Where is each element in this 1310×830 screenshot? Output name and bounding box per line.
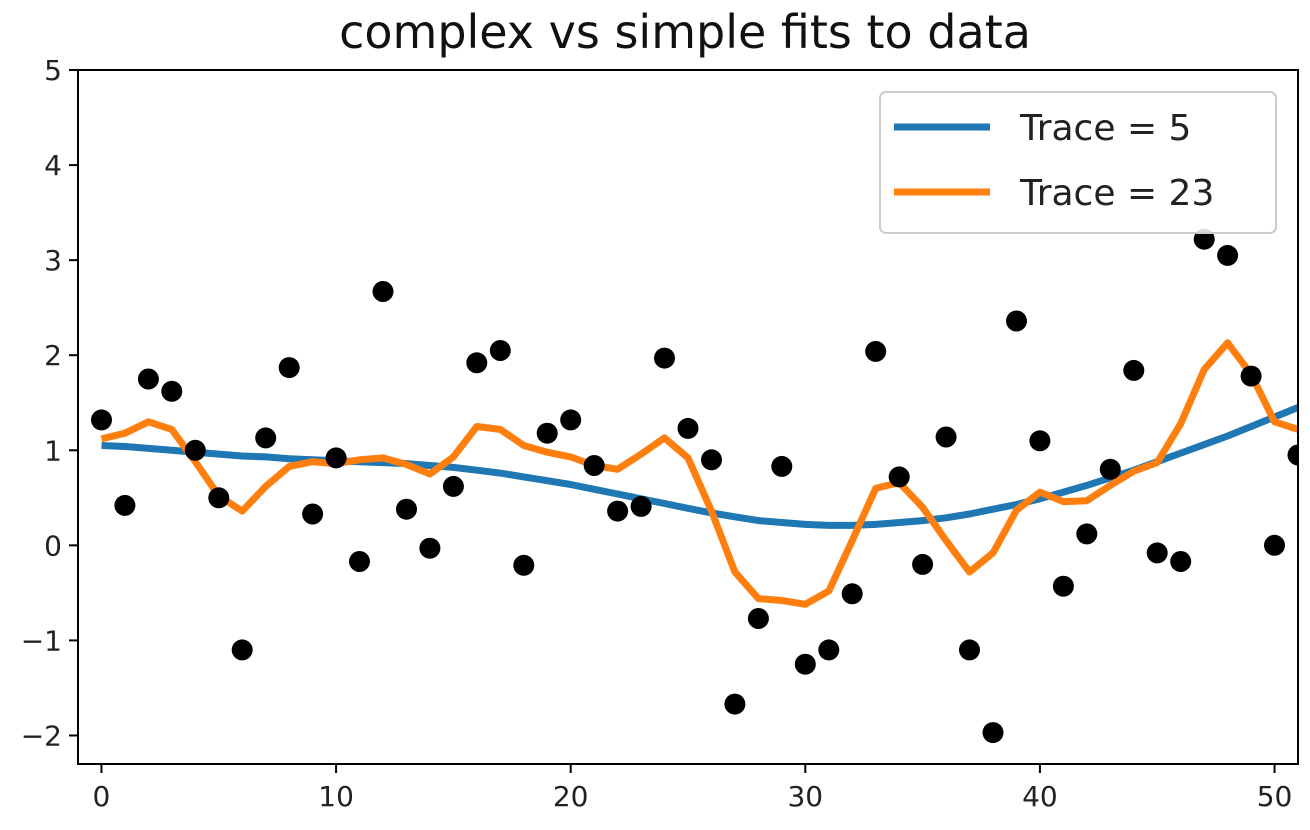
data-point bbox=[372, 281, 394, 302]
x-tick-label: 0 bbox=[93, 780, 111, 813]
y-tick-label: 4 bbox=[44, 149, 62, 182]
data-point bbox=[137, 368, 159, 390]
data-point bbox=[1123, 359, 1145, 381]
data-point bbox=[325, 447, 347, 469]
data-point bbox=[560, 409, 582, 431]
data-point bbox=[724, 693, 746, 715]
data-point bbox=[1170, 551, 1192, 572]
chart-title: complex vs simple fits to data bbox=[339, 5, 1031, 59]
data-point bbox=[959, 639, 980, 661]
data-point bbox=[771, 455, 793, 477]
x-tick-label: 10 bbox=[318, 780, 354, 813]
data-point bbox=[701, 449, 722, 471]
y-tick-label: 3 bbox=[44, 244, 62, 277]
x-tick-label: 50 bbox=[1257, 780, 1293, 813]
y-tick-label: −2 bbox=[21, 719, 62, 752]
series-line-trace5 bbox=[101, 404, 1298, 529]
legend-label-trace23: Trace = 23 bbox=[1019, 173, 1214, 214]
data-point bbox=[184, 439, 206, 461]
data-point bbox=[677, 417, 699, 439]
data-point bbox=[1006, 310, 1027, 332]
x-tick-label: 30 bbox=[787, 780, 823, 813]
data-point bbox=[1076, 523, 1098, 545]
data-point bbox=[231, 639, 253, 661]
legend: Trace = 5 Trace = 23 bbox=[879, 91, 1277, 234]
scatter-points bbox=[91, 228, 1298, 744]
series-line-trace23 bbox=[100, 339, 1298, 608]
x-tick-label: 40 bbox=[1022, 780, 1058, 813]
y-tick-label: 1 bbox=[44, 434, 62, 467]
data-point bbox=[1146, 542, 1168, 564]
data-point bbox=[912, 553, 934, 575]
data-point bbox=[888, 466, 910, 488]
data-point bbox=[583, 455, 605, 476]
data-point bbox=[654, 347, 675, 369]
y-tick-label: 0 bbox=[44, 529, 62, 562]
data-point bbox=[818, 639, 840, 661]
data-point bbox=[161, 380, 183, 402]
x-tick-label: 20 bbox=[553, 780, 589, 813]
data-point bbox=[935, 426, 957, 448]
y-tick-label: 2 bbox=[44, 339, 62, 372]
data-point bbox=[349, 551, 370, 572]
data-point bbox=[1287, 444, 1298, 466]
data-point bbox=[1240, 365, 1262, 387]
data-point bbox=[747, 608, 769, 629]
data-point bbox=[91, 409, 112, 431]
data-point bbox=[1029, 430, 1051, 452]
data-point bbox=[794, 653, 816, 675]
y-tick-label: −1 bbox=[21, 624, 62, 657]
data-point bbox=[255, 427, 277, 449]
data-point bbox=[865, 340, 887, 362]
data-point bbox=[982, 722, 1004, 744]
data-point bbox=[1217, 244, 1239, 266]
data-point bbox=[208, 487, 230, 509]
data-point bbox=[1052, 575, 1074, 597]
data-point bbox=[114, 494, 136, 516]
data-point bbox=[419, 537, 441, 559]
data-point bbox=[513, 554, 535, 576]
data-point bbox=[396, 498, 417, 520]
data-point bbox=[302, 503, 324, 525]
data-point bbox=[489, 340, 511, 361]
data-point bbox=[466, 352, 488, 374]
data-point bbox=[607, 500, 629, 522]
data-point bbox=[1264, 534, 1285, 556]
data-point bbox=[630, 495, 652, 517]
plot-frame bbox=[77, 69, 1299, 765]
data-point bbox=[841, 583, 863, 605]
y-tick-label: 5 bbox=[44, 54, 62, 87]
data-point bbox=[536, 422, 558, 444]
data-point bbox=[442, 475, 464, 497]
data-point bbox=[278, 357, 300, 379]
legend-label-trace5: Trace = 5 bbox=[1019, 108, 1191, 149]
data-point bbox=[1099, 458, 1121, 480]
